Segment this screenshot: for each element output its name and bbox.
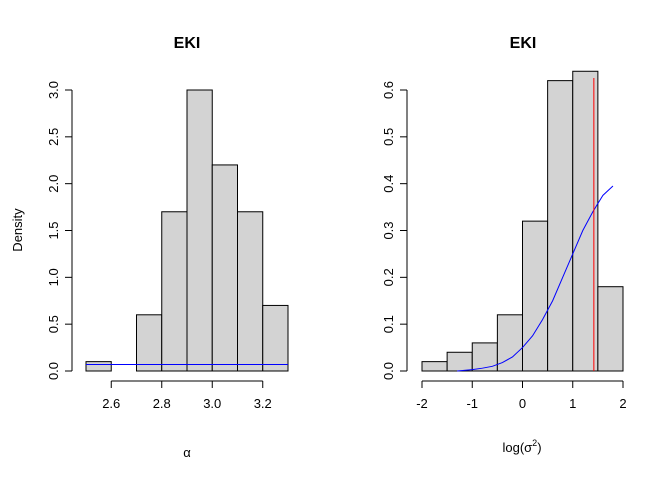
alpha-y-axis-label: Density	[10, 208, 25, 252]
sigma-x-axis-label-superscript: 2	[532, 438, 537, 448]
alpha-bar-2	[136, 314, 163, 372]
alpha-y-tick-label-0: 0.0	[46, 362, 61, 380]
alpha-bar-7	[262, 304, 289, 372]
alpha-bars	[85, 89, 289, 372]
alpha-y-tick-label-1: 0.5	[46, 315, 61, 333]
sigma-x-tick-label-0: -2	[416, 396, 428, 411]
sigma-y-tick-label-2: 0.2	[381, 268, 396, 286]
alpha-bar-3	[161, 211, 188, 372]
sigma-bars	[421, 70, 624, 372]
alpha-x-axis: 2.6 2.8 3.0 3.2	[102, 380, 272, 411]
alpha-y-axis: 0.0 0.5 1.0 1.5 2.0 2.5 3.0	[46, 81, 73, 380]
sigma-x-axis-label: log(σ2)	[502, 438, 541, 455]
alpha-y-tick-label-4: 2.0	[46, 175, 61, 193]
sigma-y-tick-label-1: 0.1	[381, 315, 396, 333]
sigma-y-tick-label-3: 0.3	[381, 221, 396, 239]
sigma-x-tick-label-4: 2	[619, 396, 626, 411]
sigma-bar-1	[446, 351, 473, 372]
alpha-x-axis-label: α	[183, 445, 191, 460]
alpha-y-tick-label-5: 2.5	[46, 128, 61, 146]
sigma-x-tick-label-2: 0	[519, 396, 526, 411]
alpha-bar-0	[85, 361, 112, 372]
sigma-bar-2	[471, 342, 498, 372]
alpha-bar-4	[186, 89, 213, 372]
sigma-bar-7	[597, 286, 624, 372]
alpha-y-tick-label-3: 1.5	[46, 221, 61, 239]
sigma-bar-3	[496, 314, 523, 372]
sigma-bar-4	[522, 220, 549, 372]
sigma-y-tick-label-5: 0.5	[381, 128, 396, 146]
alpha-chart-title: EKI	[174, 35, 201, 52]
alpha-y-tick-label-6: 3.0	[46, 81, 61, 99]
alpha-x-tick-label-2: 3.0	[203, 396, 221, 411]
sigma-x-axis-label-base: log(σ	[502, 440, 532, 455]
alpha-x-tick-label-0: 2.6	[102, 396, 120, 411]
sigma-bar-0	[421, 361, 448, 372]
sigma-curve-line-0	[457, 185, 614, 372]
sigma-y-axis: 0.0 0.1 0.2 0.3 0.4 0.5 0.6	[381, 81, 408, 380]
alpha-bar-6	[237, 211, 264, 372]
alpha-y-tick-label-2: 1.0	[46, 268, 61, 286]
sigma-x-axis: -2 -1 0 1 2	[416, 380, 627, 411]
sigma-chart-title: EKI	[510, 35, 537, 52]
alpha-x-tick-label-1: 2.8	[153, 396, 171, 411]
sigma-series-lines	[457, 78, 614, 372]
sigma-x-tick-label-3: 1	[569, 396, 576, 411]
sigma-x-tick-label-1: -1	[466, 396, 478, 411]
sigma-y-tick-label-6: 0.6	[381, 81, 396, 99]
alpha-bar-5	[211, 164, 238, 372]
alpha-x-tick-label-3: 3.2	[254, 396, 272, 411]
sigma-bar-5	[547, 80, 574, 372]
alpha-histogram-panel: EKI Density α 2.6 2.8 3.0 3.2 0.0 0.5 1.0 1.5 2…	[10, 35, 289, 460]
log-sigma2-histogram-panel: EKI log(σ2) -2 -1 0 1 2 0.00.10.20.30.40.50.…	[381, 35, 627, 455]
sigma-y-tick-label-0: 0.0	[381, 362, 396, 380]
sigma-x-axis-label-tail: )	[537, 440, 541, 455]
sigma-y-tick-label-4: 0.4	[381, 175, 396, 193]
